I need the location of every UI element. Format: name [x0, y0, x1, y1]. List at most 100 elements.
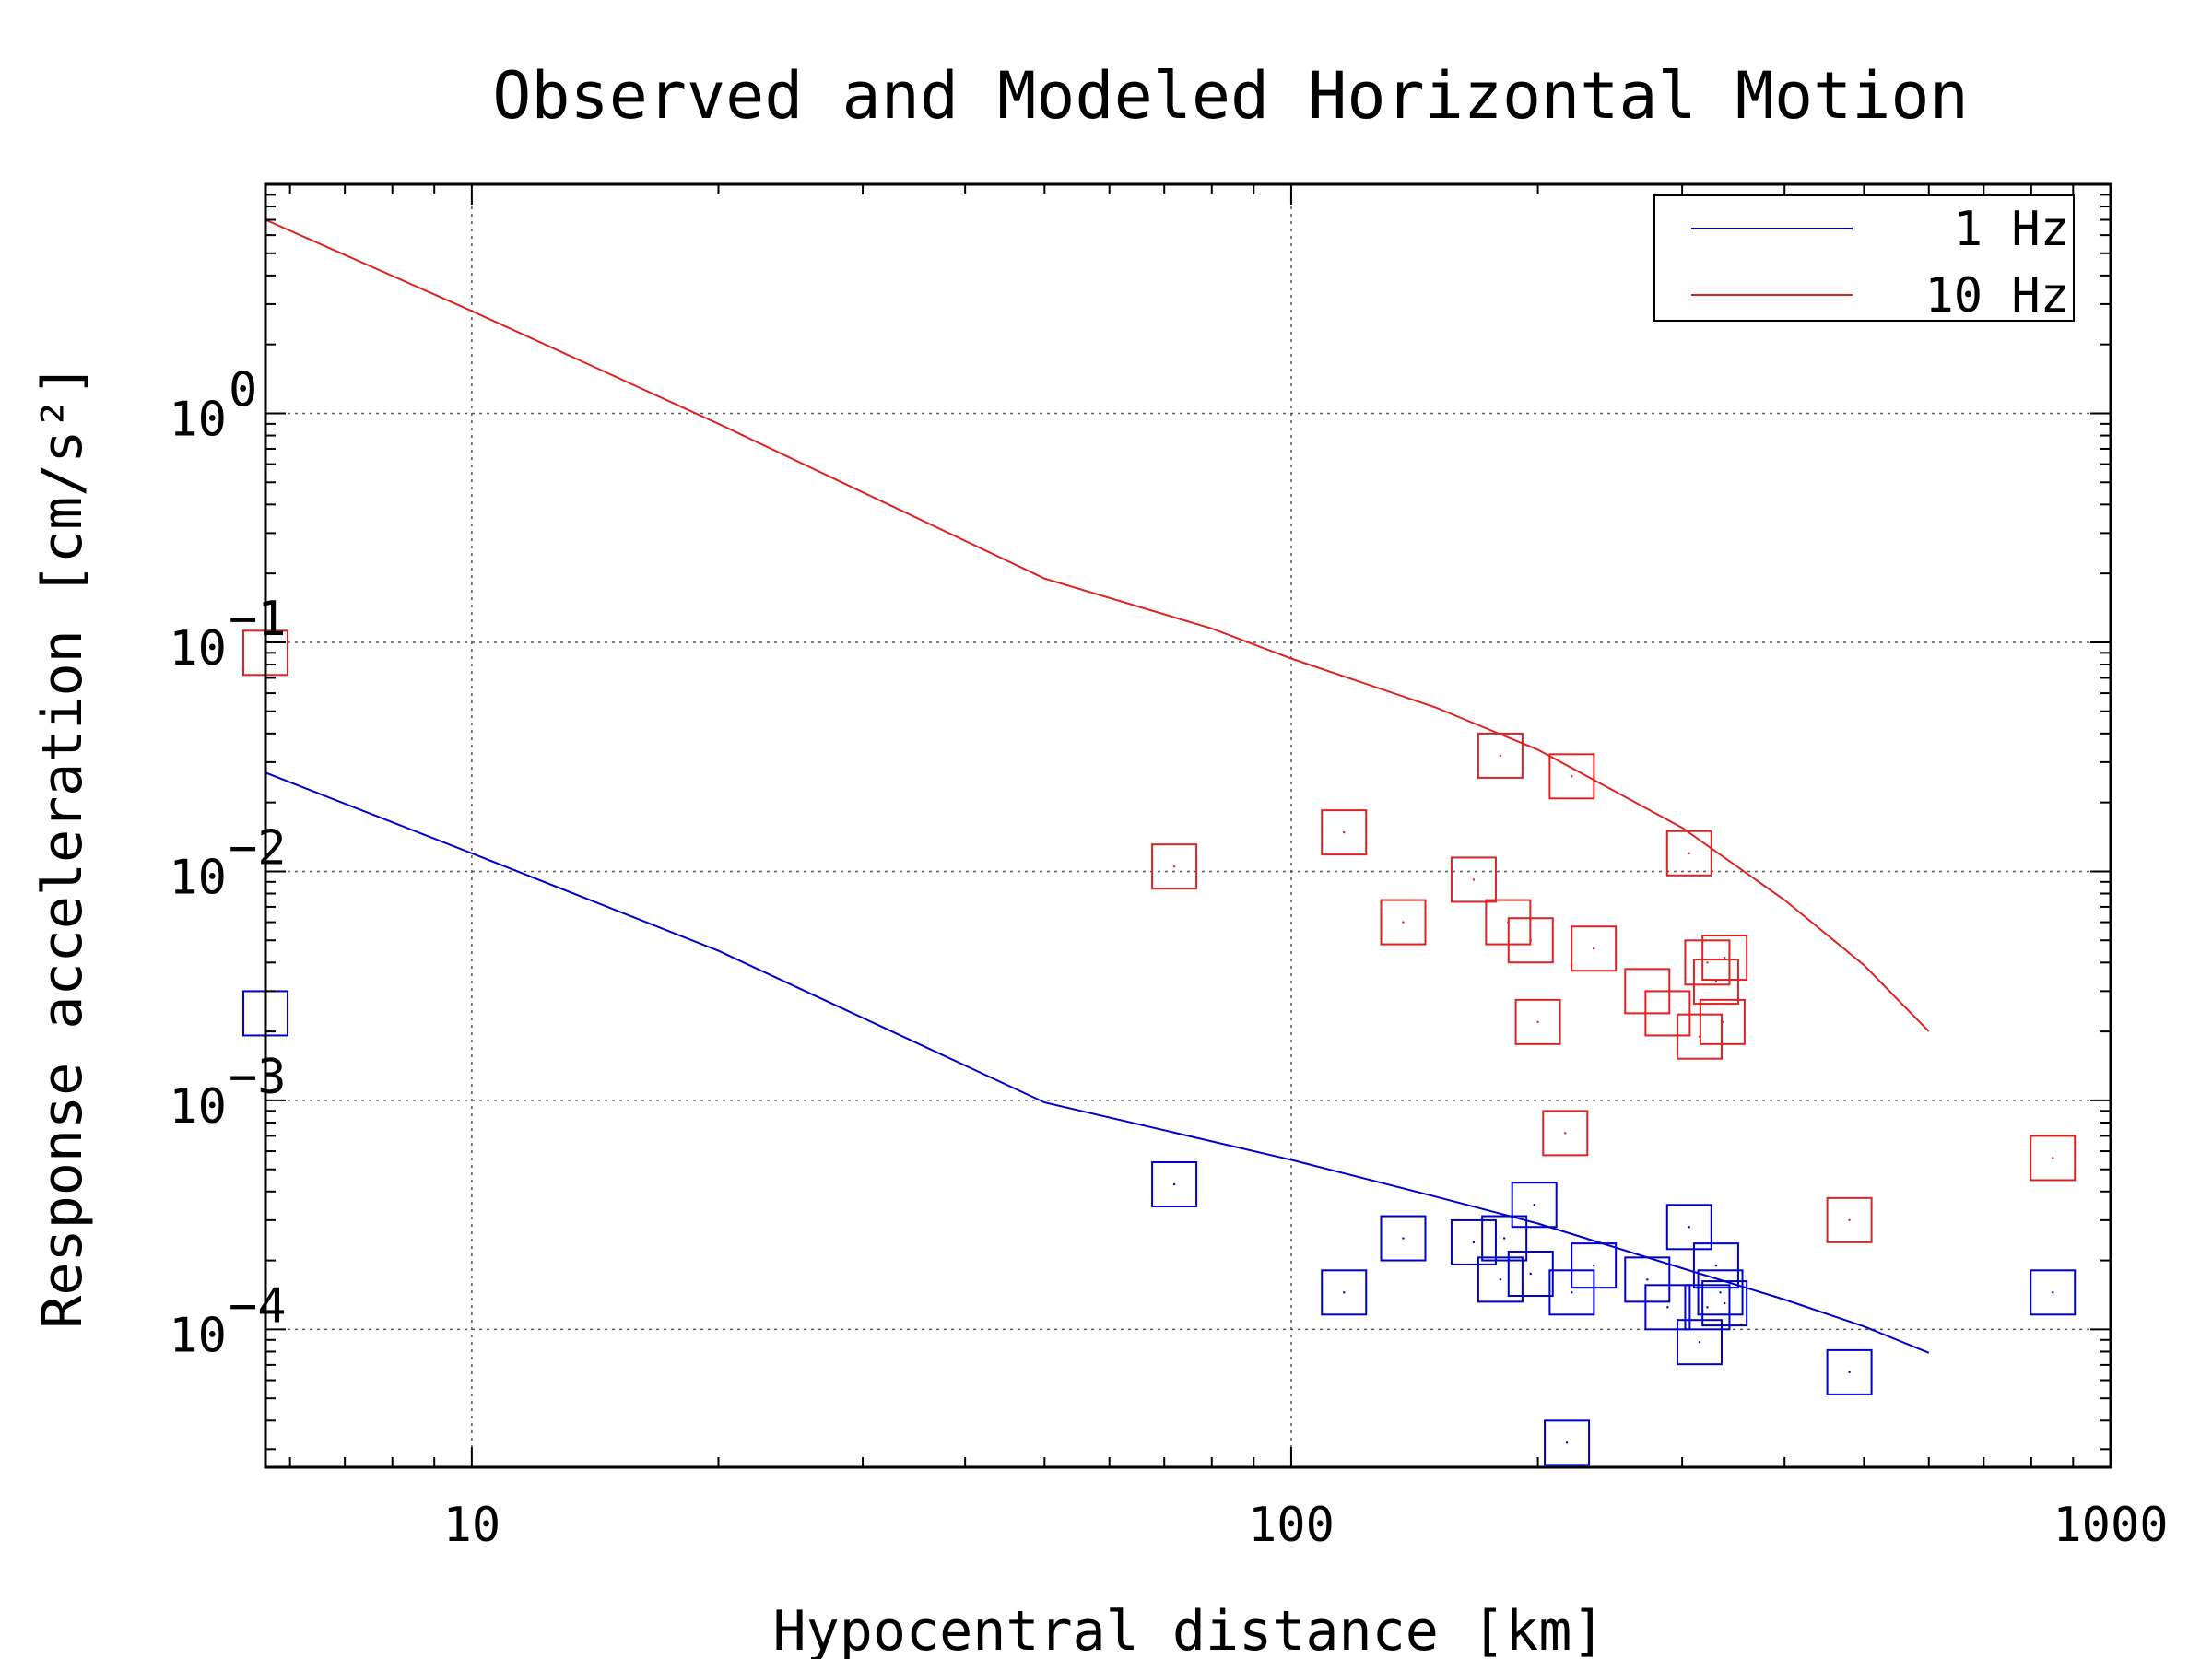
axis-ticks: [265, 183, 2112, 1467]
data-point-1-hz: [1665, 1204, 1712, 1251]
data-point-10-hz: [1699, 998, 1746, 1045]
data-point-center-1-hz: [1529, 1272, 1532, 1276]
data-point-1-hz: [1697, 1269, 1744, 1316]
y-tick-exponent: 0: [229, 362, 257, 418]
data-point-10-hz: [1571, 925, 1618, 972]
data-point-center-10-hz: [1402, 921, 1405, 924]
data-point-center-10-hz: [1848, 1218, 1851, 1222]
data-point-1-hz: [1701, 1280, 1748, 1327]
data-point-center-1-hz: [1698, 1340, 1701, 1344]
y-tick-label: 10: [169, 1308, 227, 1363]
data-point-1-hz: [2030, 1269, 2077, 1316]
data-point-center-1-hz: [1502, 1237, 1506, 1240]
data-point-center-10-hz: [1172, 865, 1176, 868]
legend: 1 Hz 10 Hz: [1653, 194, 2075, 324]
data-point-1-hz: [1571, 1242, 1618, 1289]
data-point-center-1-hz: [1719, 1291, 1722, 1294]
data-point-center-10-hz: [1571, 775, 1573, 778]
data-point-center-1-hz: [1533, 1204, 1535, 1206]
data-point-center-1-hz: [1646, 1278, 1649, 1281]
data-point-1-hz: [1481, 1215, 1528, 1262]
x-tick-label: 100: [1248, 1498, 1335, 1553]
data-point-1-hz: [1450, 1218, 1497, 1265]
data-point-1-hz: [1676, 1319, 1723, 1366]
data-point-center-10-hz: [1723, 956, 1726, 959]
data-point-center-1-hz: [1472, 1241, 1476, 1244]
y-tick-exponent: −3: [229, 1050, 287, 1105]
data-point-10-hz: [2030, 1135, 2077, 1182]
chart-title: Observed and Modeled Horizontal Motion: [492, 58, 1968, 134]
data-point-center-1-hz: [1723, 1301, 1726, 1305]
plot-frame: [264, 182, 2112, 1469]
data-point-center-1-hz: [1571, 1291, 1573, 1294]
y-tick-exponent: −4: [229, 1278, 287, 1334]
data-point-1-hz: [1477, 1256, 1524, 1303]
legend-label: 1 Hz: [1954, 202, 2069, 257]
data-point-center-1-hz: [1848, 1371, 1851, 1374]
data-point-10-hz: [1665, 830, 1712, 877]
data-point-1-hz: [1644, 1284, 1691, 1331]
data-point-10-hz: [1507, 917, 1554, 964]
data-point-1-hz: [1151, 1160, 1198, 1207]
y-tick-label: 10: [169, 1079, 227, 1135]
data-point-center-1-hz: [1172, 1182, 1176, 1186]
data-point-center-1-hz: [1714, 1264, 1718, 1267]
data-point-center-10-hz: [2052, 1157, 2054, 1159]
data-point-center-1-hz: [1688, 1226, 1690, 1229]
data-point-1-hz: [1511, 1182, 1558, 1229]
data-point-10-hz: [1548, 753, 1595, 800]
model-lines: [265, 218, 1930, 1354]
data-point-10-hz: [1151, 843, 1198, 890]
data-point-1-hz: [1624, 1256, 1671, 1303]
y-tick-label: 10: [169, 621, 227, 677]
data-point-center-1-hz: [1565, 1441, 1569, 1444]
y-tick-exponent: −2: [229, 820, 287, 876]
data-point-center-1-hz: [1499, 1278, 1502, 1281]
x-tick-labels: 10 100 1000: [443, 1498, 2169, 1553]
data-point-center-10-hz: [1564, 1132, 1567, 1135]
data-point-10-hz: [1684, 939, 1731, 986]
data-point-center-1-hz: [2052, 1291, 2054, 1294]
data-point-center-1-hz: [1343, 1291, 1346, 1294]
y-tick-label: 10: [169, 850, 227, 905]
y-axis-label: Response acceleration [cm/s²]: [30, 363, 95, 1329]
data-point-1-hz: [1544, 1419, 1591, 1466]
data-point-10-hz: [1692, 959, 1739, 1006]
y-tick-exponent: −1: [229, 592, 287, 647]
data-point-1-hz: [1321, 1269, 1368, 1316]
data-point-10-hz: [1826, 1196, 1873, 1243]
data-point-center-1-hz: [1592, 1264, 1595, 1267]
data-point-10-hz: [1542, 1110, 1589, 1157]
observed-points: [242, 629, 2077, 1466]
legend-box: [1653, 194, 2075, 322]
data-point-1-hz: [1692, 1242, 1739, 1289]
data-point-1-hz: [1380, 1215, 1427, 1262]
data-point-center-10-hz: [1592, 947, 1595, 950]
data-point-center-10-hz: [1499, 754, 1502, 758]
data-point-center-10-hz: [1472, 878, 1476, 881]
data-point-center-10-hz: [1706, 961, 1709, 964]
data-point-center-1-hz: [1706, 1306, 1709, 1309]
data-point-10-hz: [1450, 856, 1497, 903]
data-point-center-10-hz: [1688, 852, 1690, 854]
data-point-center-10-hz: [1343, 830, 1346, 834]
data-point-10-hz: [1514, 998, 1561, 1045]
data-point-center-10-hz: [1529, 939, 1532, 942]
data-point-center-10-hz: [1714, 980, 1718, 983]
y-tick-label: 10: [169, 392, 227, 447]
grid-lines: [265, 184, 2111, 1467]
data-point-10-hz: [1321, 809, 1368, 856]
data-point-center-1-hz: [1666, 1306, 1669, 1309]
data-point-1-hz: [1826, 1348, 1873, 1395]
data-point-10-hz: [1477, 732, 1524, 779]
model-line-1-hz: [265, 771, 1930, 1354]
x-tick-label: 1000: [2053, 1498, 2168, 1553]
data-point-center-1-hz: [1402, 1237, 1405, 1240]
data-point-1-hz: [1507, 1251, 1554, 1298]
data-point-center-10-hz: [1666, 1012, 1669, 1015]
data-point-10-hz: [1380, 899, 1427, 946]
legend-label: 10 Hz: [1924, 268, 2069, 324]
data-point-center-10-hz: [1721, 1020, 1724, 1024]
